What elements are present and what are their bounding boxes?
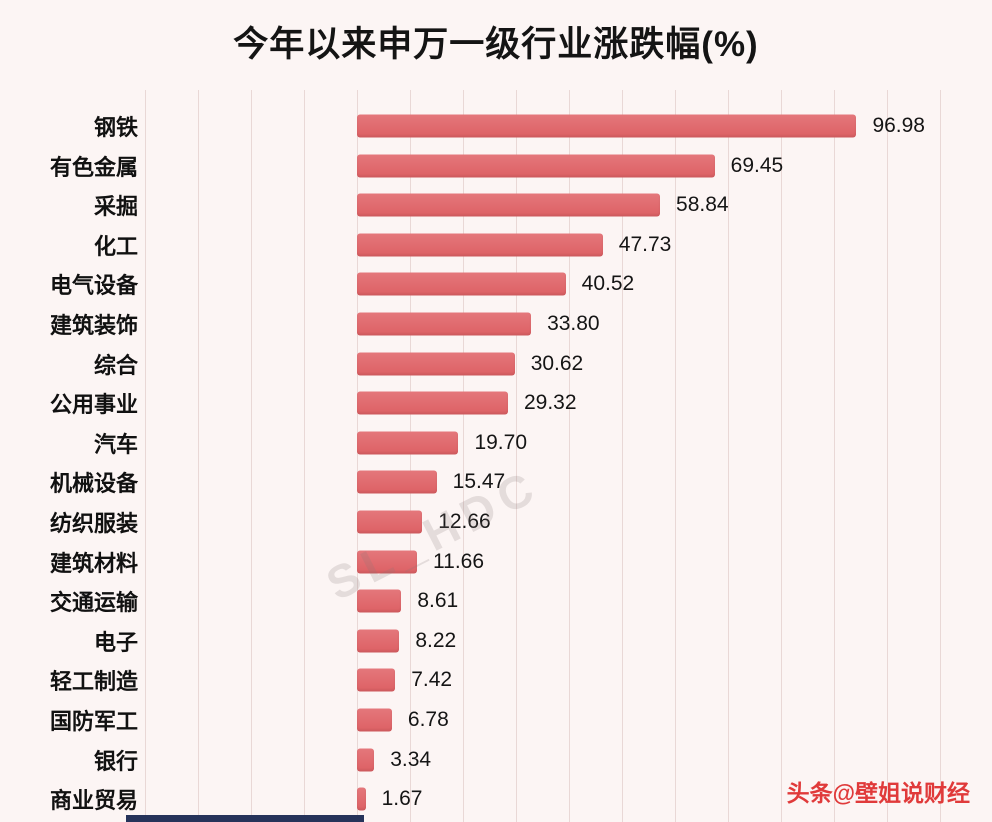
value-label: 8.22 [415, 628, 457, 652]
bar [357, 629, 400, 653]
chart-title: 今年以来申万一级行业涨跌幅(%) [233, 25, 759, 64]
value-label: 40.52 [581, 272, 635, 296]
value-label: 47.73 [618, 232, 672, 256]
category-label: 交通运输 [49, 590, 138, 616]
value-label: 19.70 [474, 430, 528, 454]
category-label: 汽车 [93, 431, 138, 457]
bar [357, 550, 418, 574]
value-label: 33.80 [547, 312, 600, 335]
category-label: 化工 [93, 233, 138, 259]
bar [357, 272, 566, 296]
category-label: 建筑材料 [49, 550, 138, 576]
category-label: 建筑装饰 [49, 313, 138, 338]
bar [357, 431, 459, 455]
publisher-watermark: 头条@壁姐说财经 [786, 780, 970, 806]
chart-row: 轻工制造 7.42 [0, 660, 992, 700]
bar [357, 708, 392, 732]
value-label: 3.34 [390, 747, 432, 771]
value-label: 30.62 [530, 351, 584, 375]
bar [357, 510, 423, 534]
category-label: 国防军工 [49, 709, 138, 734]
chart-row: 汽车 19.70 [0, 423, 992, 463]
value-label: 69.45 [730, 153, 784, 177]
chart-row: 纺织服装 12.66 [0, 502, 992, 542]
bar [357, 787, 366, 811]
value-label: 11.66 [433, 549, 485, 573]
chart-row: 电子 8.22 [0, 621, 992, 661]
category-label: 商业贸易 [49, 788, 138, 814]
bar [357, 154, 715, 178]
bar [357, 233, 603, 257]
chart-row: 国防军工 6.78 [0, 700, 992, 740]
cutoff-strip [126, 815, 364, 822]
value-label: 15.47 [452, 470, 506, 494]
category-label: 纺织服装 [49, 511, 138, 536]
category-label: 轻工制造 [49, 669, 138, 695]
value-label: 96.98 [872, 114, 925, 137]
bar [357, 470, 437, 494]
chart-row: 化工 47.73 [0, 225, 992, 265]
category-label: 采掘 [93, 194, 138, 220]
category-label: 钢铁 [93, 115, 138, 140]
bar [357, 748, 375, 772]
value-label: 58.84 [676, 193, 729, 217]
value-label: 7.42 [411, 668, 453, 692]
chart-row: 钢铁 96.98 [0, 106, 992, 146]
value-label: 12.66 [438, 510, 491, 533]
value-label: 1.67 [381, 787, 423, 811]
chart-row: 公用事业 29.32 [0, 383, 992, 423]
chart-row: 有色金属 69.45 [0, 146, 992, 186]
chart-row: 银行 3.34 [0, 740, 992, 780]
bar [357, 391, 508, 415]
category-label: 有色金属 [49, 154, 138, 180]
value-label: 8.61 [417, 589, 459, 613]
bar [357, 352, 515, 376]
category-label: 电气设备 [49, 273, 138, 299]
category-label: 公用事业 [49, 392, 138, 418]
bar [357, 312, 532, 336]
category-label: 电子 [93, 629, 138, 655]
category-label: 机械设备 [49, 471, 138, 497]
value-label: 29.32 [523, 391, 577, 415]
chart-row: 商业贸易 1.67 [0, 779, 992, 819]
chart-row: 建筑材料 11.66 [0, 542, 992, 582]
bar [357, 114, 857, 138]
chart-row: 采掘 58.84 [0, 185, 992, 225]
chart-row: 建筑装饰 33.80 [0, 304, 992, 344]
chart-row: 综合 30.62 [0, 344, 992, 384]
chart-row: 交通运输 8.61 [0, 581, 992, 621]
category-label: 银行 [93, 748, 138, 774]
bar [357, 193, 661, 217]
value-label: 6.78 [407, 708, 449, 731]
category-label: 综合 [93, 352, 138, 378]
bar [357, 668, 396, 692]
chart-row: 电气设备 40.52 [0, 264, 992, 304]
bar [357, 589, 402, 613]
chart-row: 机械设备 15.47 [0, 462, 992, 502]
